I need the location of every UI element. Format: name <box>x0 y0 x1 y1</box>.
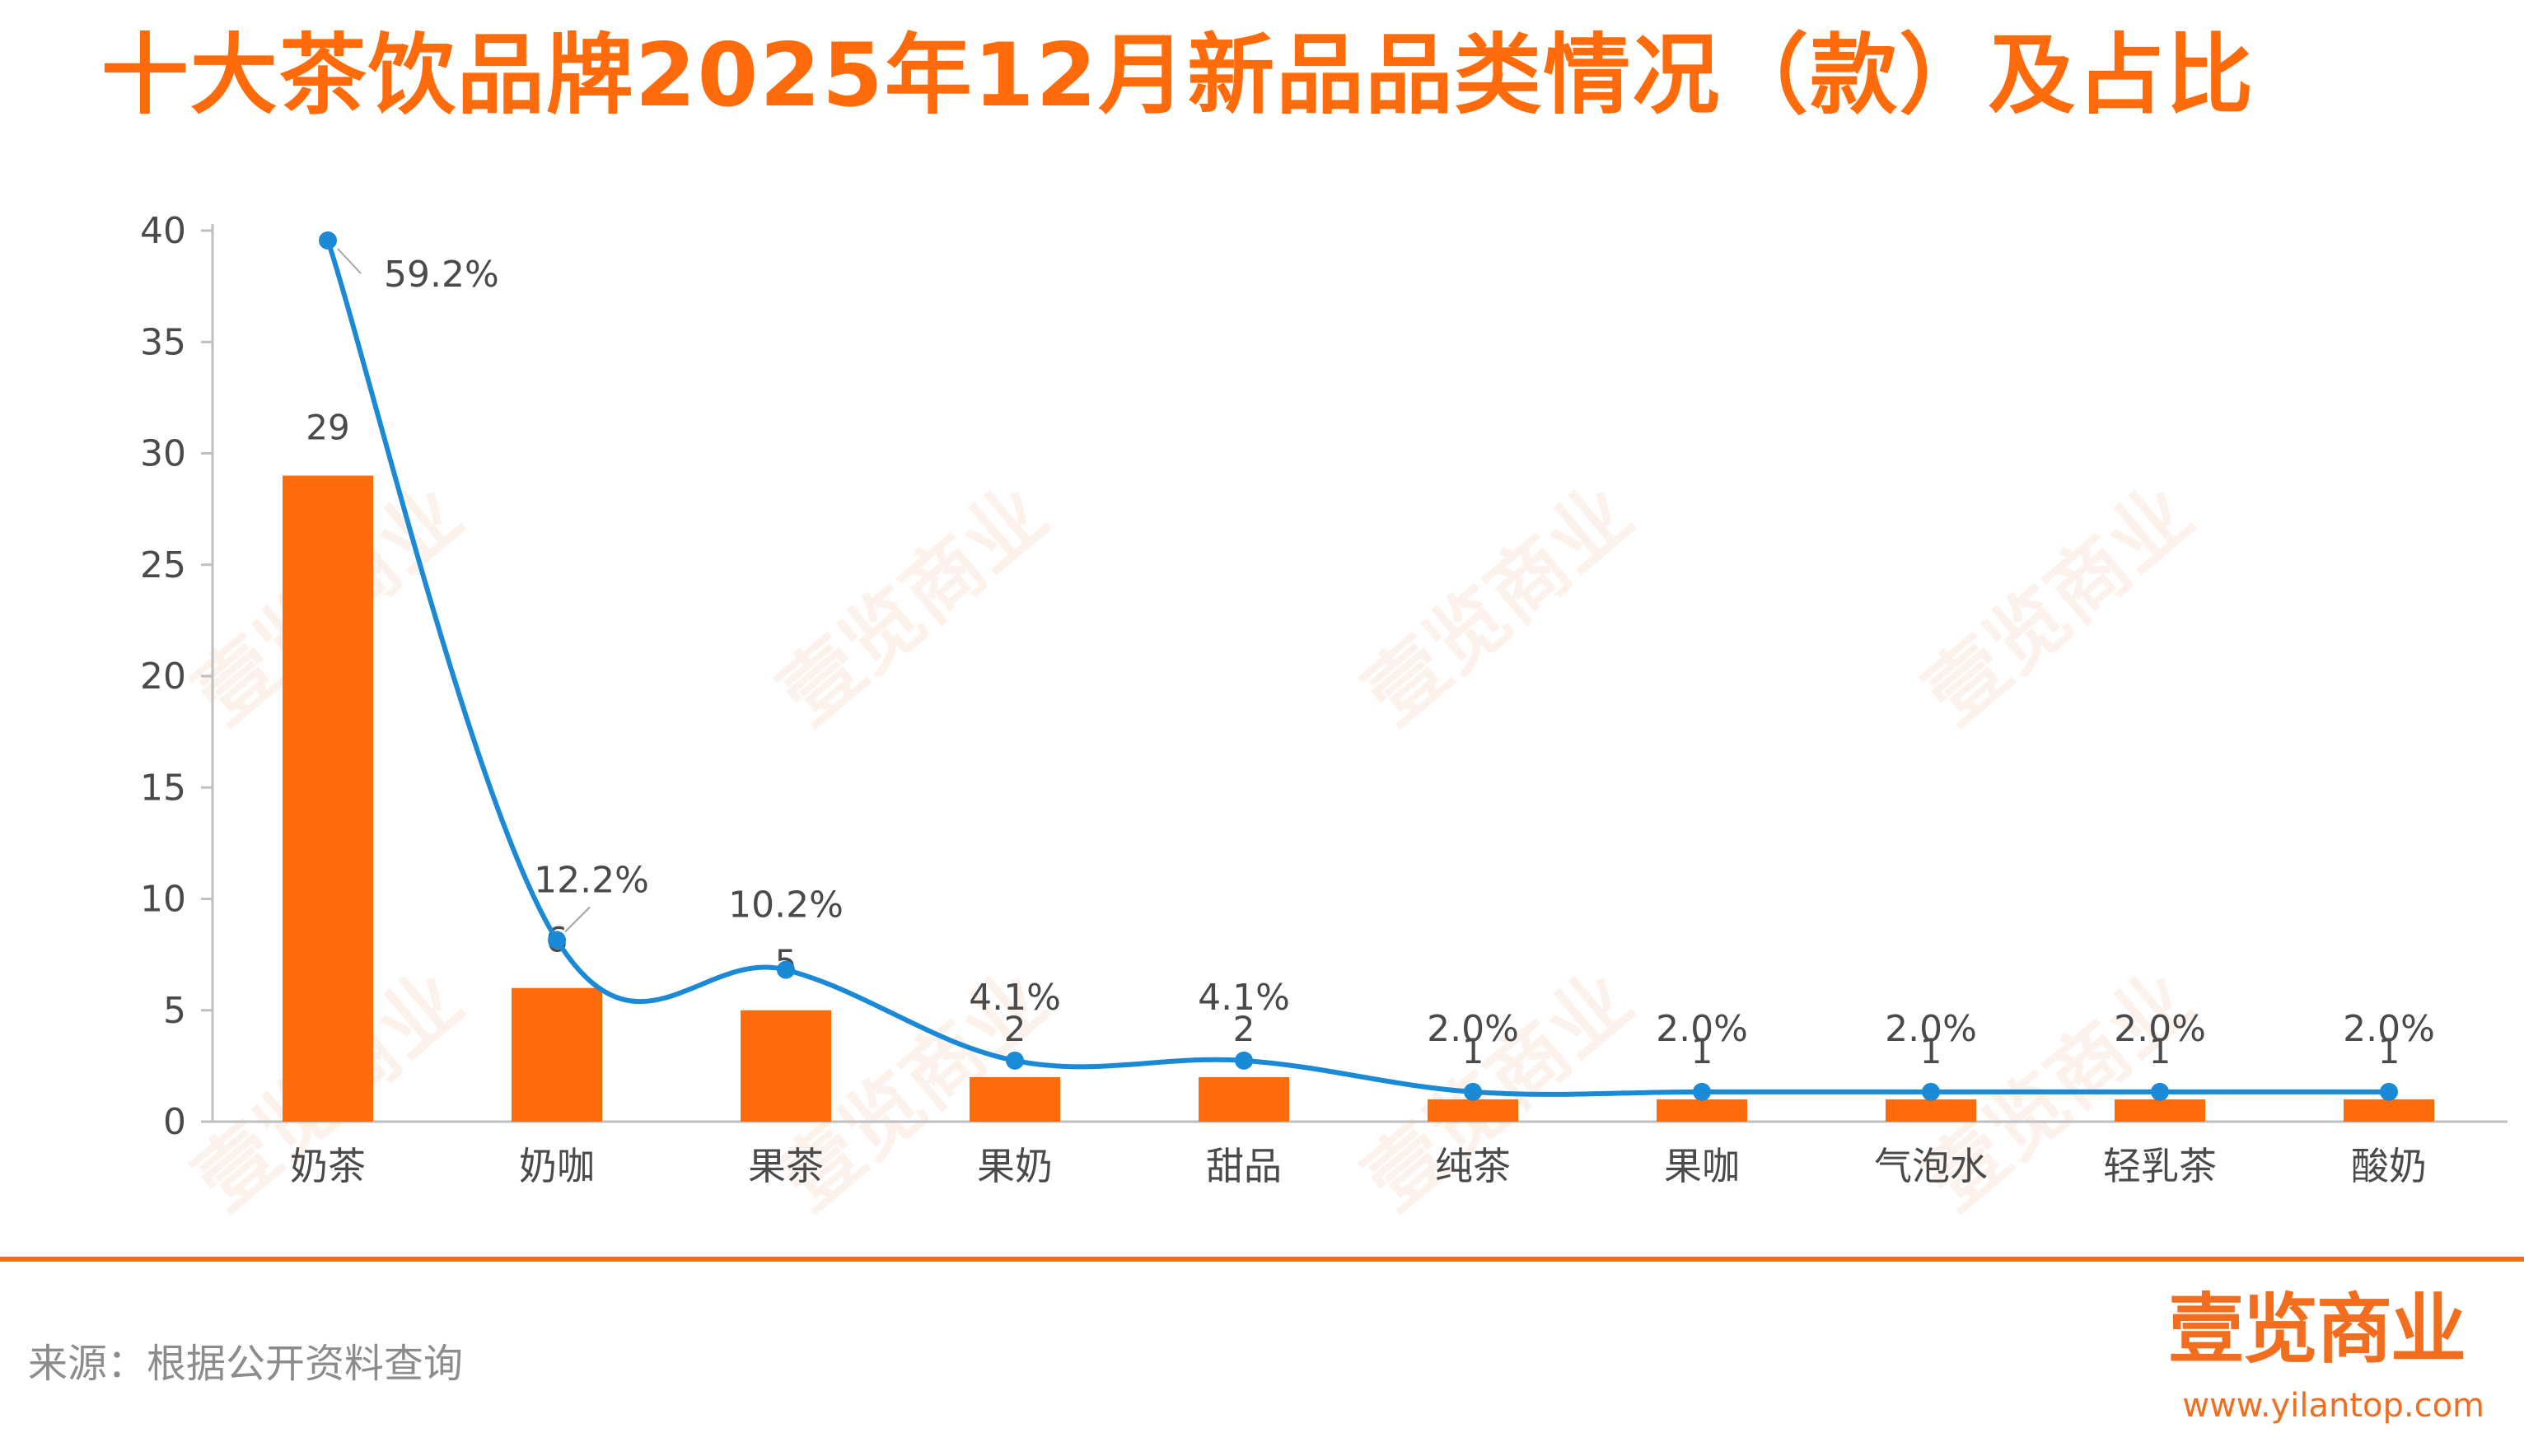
share-value-label: 2.0% <box>1885 1008 1977 1050</box>
bar <box>1886 1099 1976 1122</box>
footer-divider <box>0 1257 2524 1262</box>
bar-value-label: 1 <box>1920 1031 1942 1071</box>
brand-logo: 壹览商业 <box>2167 1286 2466 1374</box>
bar-value-label: 1 <box>1462 1031 1484 1071</box>
bar <box>1657 1099 1747 1122</box>
share-point <box>319 231 337 250</box>
bar <box>283 475 373 1122</box>
bar <box>1199 1076 1289 1122</box>
category-label: 果咖 <box>1664 1144 1740 1188</box>
share-point <box>1235 1051 1253 1070</box>
y-tick-label: 20 <box>140 656 186 698</box>
category-label: 气泡水 <box>1874 1144 1988 1188</box>
share-value-labels: 59.2% 12.2% 10.2% 4.1% 4.1% 2.0% 2.0% 2.0% 2.0% 2… <box>337 248 2435 1050</box>
category-label: 果奶 <box>977 1144 1053 1188</box>
bar-value-label: 1 <box>1691 1031 1713 1071</box>
bar-series <box>283 475 2434 1122</box>
category-label: 轻乳茶 <box>2103 1144 2217 1188</box>
bar-value-label: 2 <box>1233 1009 1255 1049</box>
category-label: 奶咖 <box>519 1144 595 1188</box>
share-value-label: 4.1% <box>1198 977 1290 1019</box>
share-value-label: 12.2% <box>534 859 649 901</box>
y-tick-label: 35 <box>140 321 186 363</box>
bar <box>970 1076 1060 1122</box>
share-value-label: 2.0% <box>2343 1008 2435 1050</box>
brand-url: www.yilantop.com <box>2182 1387 2484 1425</box>
y-tick-label: 25 <box>140 544 186 586</box>
y-tick-label: 30 <box>140 433 186 475</box>
category-label: 奶茶 <box>290 1144 366 1188</box>
category-axis-labels: 奶茶 奶咖 果茶 果奶 甜品 纯茶 果咖 气泡水 轻乳茶 酸奶 <box>290 1144 2427 1188</box>
share-value-label: 10.2% <box>728 884 844 926</box>
share-point <box>2380 1082 2398 1101</box>
bar-value-label: 1 <box>2378 1031 2400 1071</box>
share-point <box>1464 1082 1482 1101</box>
watermark-text: 壹览商业 <box>1348 468 1649 742</box>
share-point <box>1693 1082 1711 1101</box>
category-label: 酸奶 <box>2351 1144 2427 1188</box>
bar <box>1428 1099 1518 1122</box>
share-value-label: 2.0% <box>2114 1008 2206 1050</box>
category-label: 甜品 <box>1206 1144 1282 1188</box>
share-point <box>548 931 566 950</box>
watermark-text: 壹览商业 <box>1908 468 2209 742</box>
share-line-series <box>319 231 2398 1101</box>
y-tick-label: 0 <box>163 1101 186 1143</box>
share-label-leader <box>337 248 362 274</box>
y-tick-label: 5 <box>163 990 186 1032</box>
chart-plot-area: 壹览商业壹览商业壹览商业壹览商业壹览商业壹览商业壹览商业壹览商业 0510152… <box>140 210 2508 1228</box>
share-value-label: 59.2% <box>384 254 499 296</box>
bar-value-labels: 29652211111 <box>306 408 2400 1071</box>
bar <box>2115 1099 2205 1122</box>
share-point <box>1006 1051 1024 1070</box>
bar <box>512 987 602 1122</box>
share-value-label: 4.1% <box>969 977 1061 1019</box>
bar-value-label: 1 <box>2149 1031 2171 1071</box>
bar-value-label: 29 <box>306 408 349 448</box>
category-label: 果茶 <box>748 1144 824 1188</box>
category-label: 纯茶 <box>1435 1144 1511 1188</box>
y-tick-label: 10 <box>140 879 186 921</box>
source-note: 来源：根据公开资料查询 <box>28 1341 464 1387</box>
y-tick-label: 40 <box>140 210 186 252</box>
watermark-text: 壹览商业 <box>763 468 1064 742</box>
share-point <box>2151 1082 2169 1101</box>
chart-title: 十大茶饮品牌2025年12月新品品类情况（款）及占比 <box>100 25 2255 126</box>
share-point <box>1922 1082 1940 1101</box>
share-point <box>777 960 795 979</box>
y-tick-label: 15 <box>140 767 186 809</box>
bar-value-label: 2 <box>1004 1009 1026 1049</box>
share-value-label: 2.0% <box>1656 1008 1748 1050</box>
share-value-label: 2.0% <box>1427 1008 1519 1050</box>
share-label-leader <box>564 906 591 933</box>
bar <box>741 1010 831 1122</box>
bar <box>2344 1099 2434 1122</box>
